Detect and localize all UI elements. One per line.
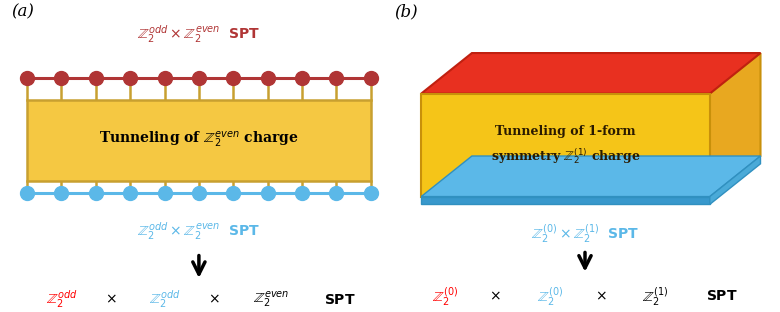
- Text: $\mathbf{SPT}$: $\mathbf{SPT}$: [706, 290, 737, 303]
- FancyBboxPatch shape: [27, 100, 371, 181]
- Text: $\mathbb{Z}_2^{(0)} \times \mathbb{Z}_2^{(1)}$  $\mathbf{SPT}$: $\mathbb{Z}_2^{(0)} \times \mathbb{Z}_2^…: [547, 61, 651, 80]
- Polygon shape: [421, 94, 710, 197]
- Polygon shape: [421, 53, 760, 94]
- Polygon shape: [710, 53, 760, 197]
- Text: $\mathbb{Z}_2^{(1)}$: $\mathbb{Z}_2^{(1)}$: [642, 285, 668, 308]
- Text: $\mathbb{Z}_2^{odd} \times \mathbb{Z}_2^{even}$  $\mathbf{SPT}$: $\mathbb{Z}_2^{odd} \times \mathbb{Z}_2^…: [137, 23, 261, 45]
- Polygon shape: [421, 197, 710, 204]
- Text: $\times$: $\times$: [489, 290, 502, 303]
- Text: $\mathbb{Z}_2^{(0)}$: $\mathbb{Z}_2^{(0)}$: [537, 285, 563, 308]
- Text: $\mathbb{Z}_2^{(0)} \times \mathbb{Z}_2^{(1)}$  $\mathbf{SPT}$: $\mathbb{Z}_2^{(0)} \times \mathbb{Z}_2^…: [531, 223, 639, 245]
- Polygon shape: [710, 156, 760, 204]
- Text: $\times$: $\times$: [594, 290, 607, 303]
- Polygon shape: [421, 156, 760, 197]
- Text: $\mathbf{SPT}$: $\mathbf{SPT}$: [324, 293, 356, 306]
- Text: $\mathbb{Z}_2^{odd} \times \mathbb{Z}_2^{even}$  $\mathbf{SPT}$: $\mathbb{Z}_2^{odd} \times \mathbb{Z}_2^…: [137, 220, 261, 242]
- Text: (a): (a): [12, 3, 34, 20]
- Text: $\mathbb{Z}_2^{(0)}$: $\mathbb{Z}_2^{(0)}$: [431, 285, 458, 308]
- Text: (b): (b): [394, 3, 417, 20]
- Text: $\mathbb{Z}_2^{even}$: $\mathbb{Z}_2^{even}$: [254, 290, 289, 310]
- Text: $\mathbb{Z}_2^{odd}$: $\mathbb{Z}_2^{odd}$: [45, 289, 77, 310]
- Text: Tunneling of 1-form
symmetry $\mathbb{Z}_2^{(1)}$ charge: Tunneling of 1-form symmetry $\mathbb{Z}…: [491, 124, 640, 166]
- Text: $\mathbb{Z}_2^{odd}$: $\mathbb{Z}_2^{odd}$: [149, 289, 180, 310]
- Text: Tunneling of $\mathbb{Z}_2^{even}$ charge: Tunneling of $\mathbb{Z}_2^{even}$ charg…: [99, 130, 299, 150]
- Text: $\times$: $\times$: [105, 293, 117, 306]
- Text: $\times$: $\times$: [208, 293, 220, 306]
